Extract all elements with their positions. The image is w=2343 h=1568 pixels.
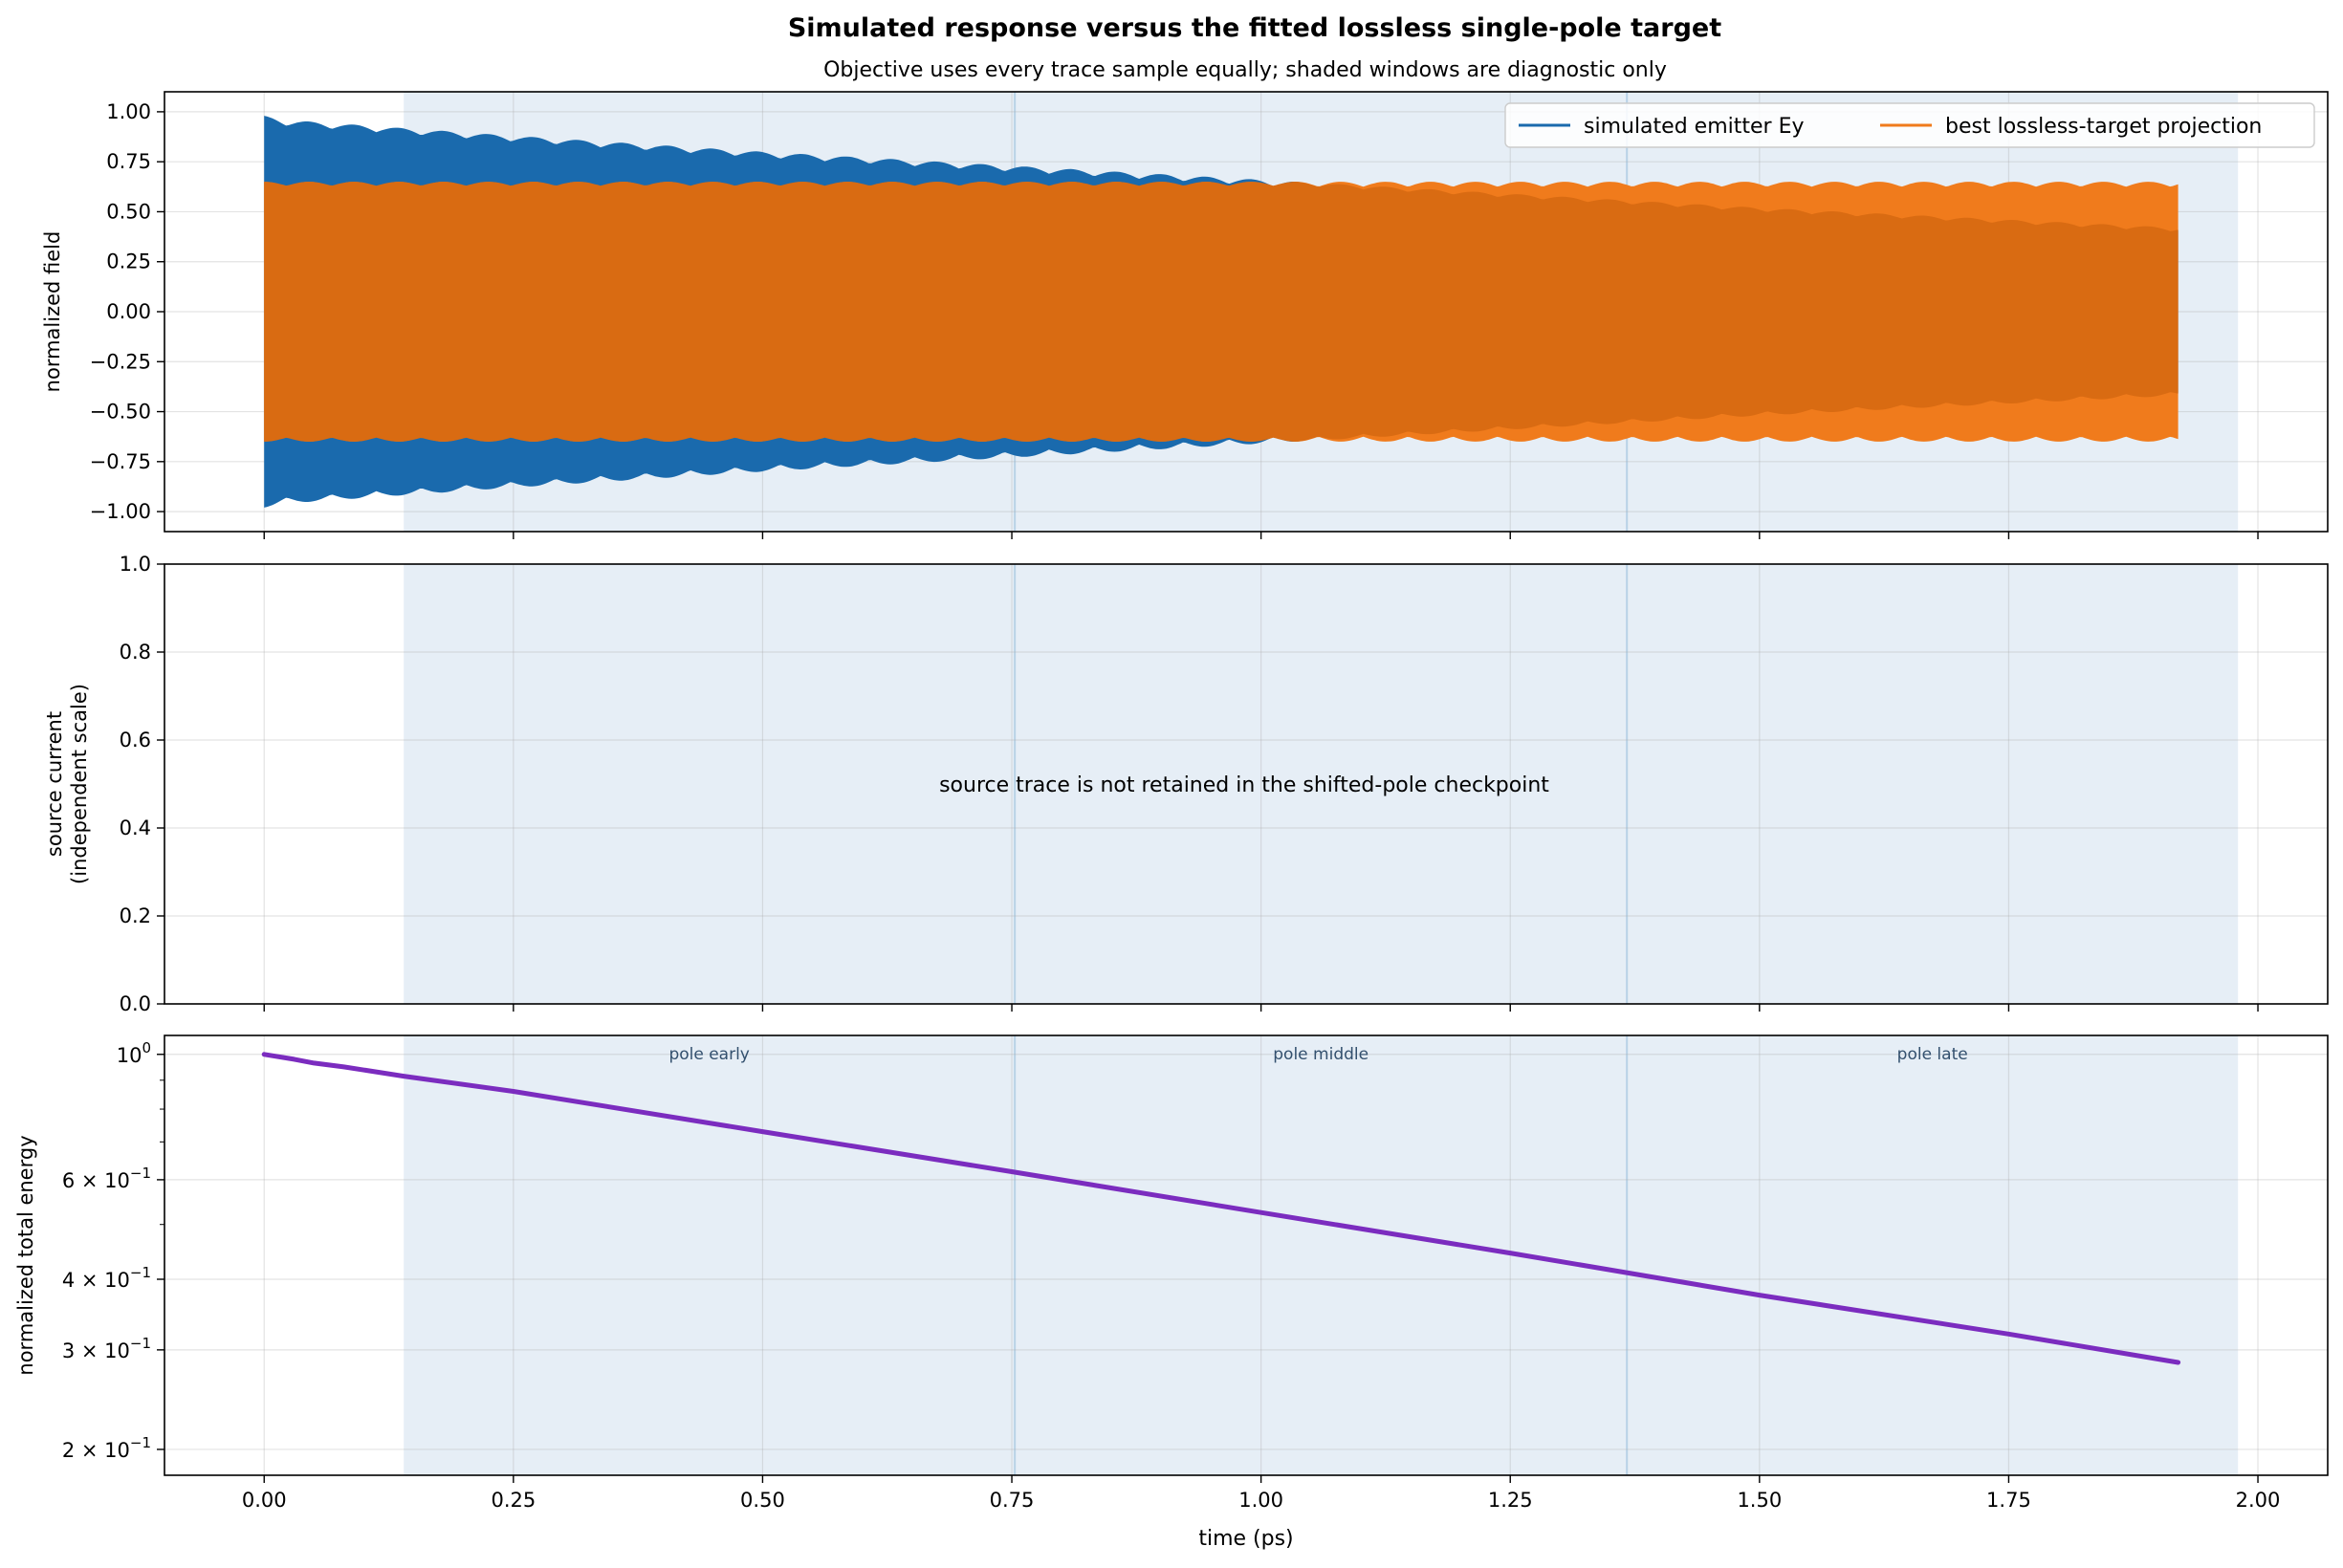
window-label-0: pole early [668,1045,749,1064]
window-label-1: pole middle [1273,1045,1369,1064]
y-tick-label-1: −0.75 [90,450,151,473]
y-axis-label: source current(independent scale) [43,684,91,884]
x-axis-label: time (ps) [1198,1527,1293,1551]
x-tick-label-8: 2.00 [2236,1489,2281,1512]
y-tick-label-8: 1.00 [106,100,151,123]
window-shade-pole-middle [1015,564,1628,1004]
y-tick-label-3: 0.6 [120,729,151,751]
y-tick-label-2: −0.50 [90,401,151,424]
window-shade-pole-early [404,564,1016,1004]
y-axis-label: normalized total energy [14,1135,37,1375]
energy-series-group [261,1052,2181,1365]
axes-frame [164,563,2329,1005]
y-tick-label-0: 0.0 [120,992,151,1015]
y-tick-label-3: 3 × 10−1 [62,1335,151,1362]
y-tick-label-6: 0.50 [106,200,151,223]
legend-label-target: best lossless-target projection [1945,115,2262,139]
x-tick-label-0: 0.00 [242,1489,287,1512]
x-tick-label-1: 0.25 [491,1489,536,1512]
y-tick-label-5: 1.0 [120,553,151,576]
y-tick-label-2: 0.4 [120,817,151,839]
figure-title: Simulated response versus the fitted los… [788,13,1721,43]
y-axis-label: normalized field [41,231,64,393]
y-tick-label-5: 0.25 [106,250,151,273]
y-tick-label-4: 0.8 [120,641,151,664]
y-tick-label-4: 2 × 10−1 [62,1434,151,1462]
window-shade-pole-late [1627,564,2239,1004]
y-tick-label-1: 0.2 [120,904,151,927]
y-tick-label-4: 0.00 [106,300,151,323]
source-annotation: source trace is not retained in the shif… [939,773,1549,797]
legend: simulated emitter Ey best lossless-target… [1504,102,2315,148]
y-tick-label-7: 0.75 [106,150,151,173]
x-tick-label-5: 1.25 [1488,1489,1533,1512]
x-tick-label-2: 0.50 [740,1489,785,1512]
window-shade-pole-late [1627,1035,2239,1475]
x-tick-label-7: 1.75 [1986,1489,2031,1512]
window-shade-pole-early [404,1035,1016,1475]
x-tick-label-4: 1.00 [1238,1489,1283,1512]
energy-panel: 100 6 × 10−1 4 × 10−1 3 × 10−1 2 × 10−1 pole … [14,1034,2329,1551]
y-tick-label-0: 100 [117,1039,151,1067]
legend-label-simulated: simulated emitter Ey [1584,115,1804,139]
x-tick-label-6: 1.50 [1737,1489,1782,1512]
x-tick-label-3: 0.75 [990,1489,1035,1512]
y-tick-label-0: −1.00 [90,500,151,523]
overlap-band [264,182,2179,442]
field-series-group [264,116,2179,508]
axes-frame [164,1034,2329,1476]
axes-frame [164,91,2329,533]
window-label-2: pole late [1897,1045,1968,1064]
y-tick-label-3: −0.25 [90,350,151,373]
energy-line [261,1052,2181,1365]
y-tick-label-1: 6 × 10−1 [62,1165,151,1192]
figure-subtitle: Objective uses every trace sample equall… [823,58,1667,82]
source-panel: 0.0 0.2 0.4 0.6 0.8 1.0 source trace is not re… [43,553,2329,1015]
y-tick-label-2: 4 × 10−1 [62,1264,151,1292]
field-panel: −1.00 −0.75 −0.50 −0.25 0.00 0.25 0.50 0.75 1.00… [41,91,2329,539]
